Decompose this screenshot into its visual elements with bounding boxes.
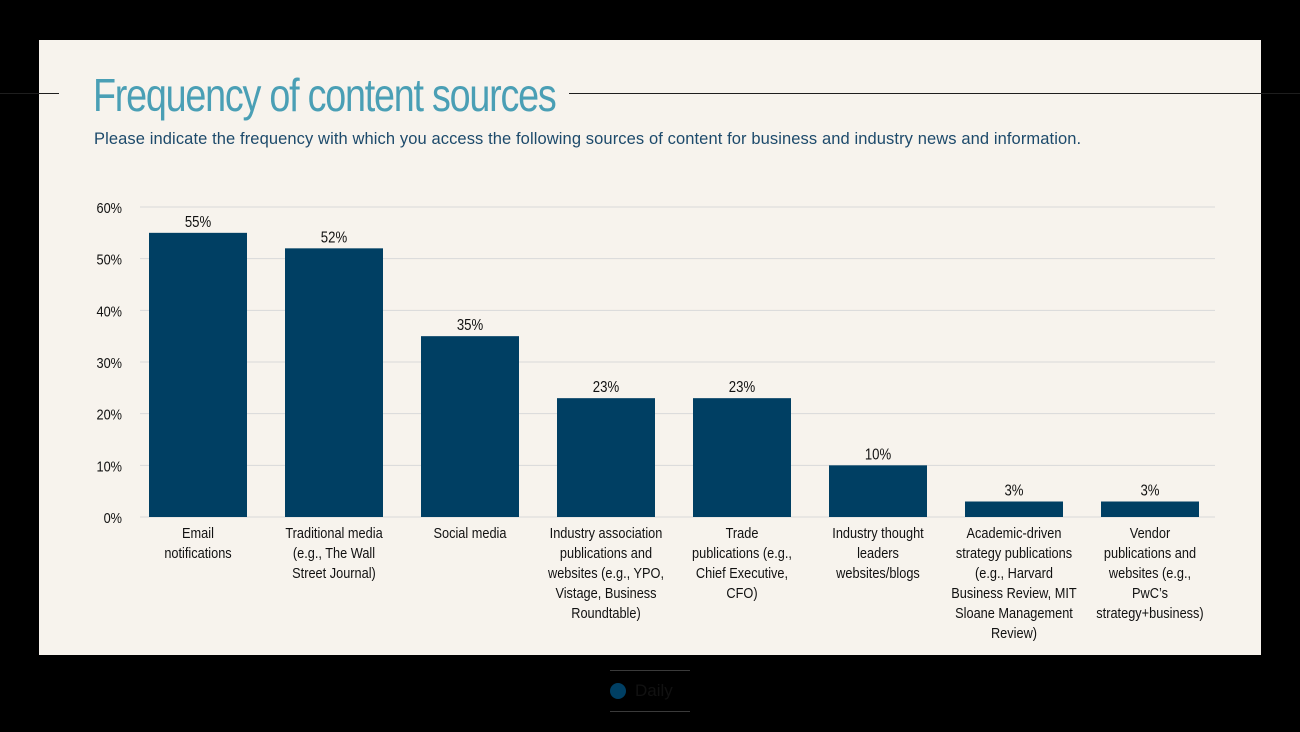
x-tick-label: Traditional media (e.g., The Wall Street J… xyxy=(270,524,398,584)
x-tick-label-line: (e.g., Harvard xyxy=(975,565,1053,582)
x-tick-label: Trade publications (e.g., Chief Executive,… xyxy=(678,524,806,604)
y-tick-label: 60% xyxy=(96,199,122,216)
x-tick-label-line: Social media xyxy=(433,525,507,542)
x-tick-label-line: Review) xyxy=(990,625,1038,642)
bar xyxy=(285,248,383,518)
x-tick-label-line: Roundtable) xyxy=(571,605,641,622)
chart-title: Frequency of content sources xyxy=(93,69,557,121)
x-tick-label-line: leaders xyxy=(857,545,899,562)
x-tick-label-line: Email xyxy=(182,525,214,542)
x-tick-label-line: publications and xyxy=(1103,545,1197,562)
bar xyxy=(421,336,519,517)
x-tick-label-line: strategy publications xyxy=(955,545,1073,562)
x-tick-label: Social media xyxy=(406,524,534,544)
bar xyxy=(1101,501,1199,517)
x-tick-label-line: strategy+business) xyxy=(1096,605,1204,622)
x-tick-label-line: publications and xyxy=(559,545,653,562)
x-tick-label-line: Academic-driven xyxy=(966,525,1062,542)
x-tick-label-line: Industry thought xyxy=(832,525,924,542)
bar xyxy=(557,398,655,517)
x-tick-label-line: notifications xyxy=(164,545,232,562)
bar-value-label: 23% xyxy=(593,379,620,396)
y-tick-label: 40% xyxy=(96,302,122,319)
x-tick-label-line: PwC’s xyxy=(1132,585,1168,602)
y-tick-label: 20% xyxy=(96,406,122,423)
x-tick-label-line: websites (e.g., xyxy=(1108,565,1192,582)
x-tick-label: Vendor publications and websites (e.g., PwC… xyxy=(1086,524,1214,624)
legend: Daily xyxy=(610,670,690,712)
bar-value-label: 55% xyxy=(185,214,212,231)
x-tick-label-line: Traditional media xyxy=(285,525,383,542)
title-rule-right xyxy=(569,93,1300,94)
title-rule-left xyxy=(0,93,59,94)
y-tick-label: 30% xyxy=(96,354,122,371)
bar xyxy=(693,398,791,517)
y-tick-label: 50% xyxy=(96,251,122,268)
legend-label: Daily xyxy=(635,681,673,700)
x-tick-label-line: Chief Executive, xyxy=(695,565,789,582)
x-tick-label-line: publications (e.g., xyxy=(692,545,792,562)
x-tick-label-line: Trade xyxy=(725,525,759,542)
x-tick-label: Email notifications xyxy=(134,524,262,564)
y-tick-label: 0% xyxy=(104,509,122,526)
x-tick-label-line: (e.g., The Wall xyxy=(292,545,376,562)
x-tick-label-line: CFO) xyxy=(726,585,758,602)
bar-value-label: 3% xyxy=(1004,483,1023,500)
x-tick-label-line: Vendor xyxy=(1129,525,1171,542)
bar-value-label: 35% xyxy=(457,317,484,334)
bar-value-label: 52% xyxy=(321,229,348,246)
y-tick-label: 10% xyxy=(96,457,122,474)
chart-subtitle: Please indicate the frequency with which… xyxy=(94,130,1082,148)
x-tick-label-line: Industry association xyxy=(549,525,663,542)
bar xyxy=(965,501,1063,517)
x-tick-label-line: Vistage, Business xyxy=(555,585,657,602)
x-tick-label-line: Street Journal) xyxy=(292,565,376,582)
bar-value-label: 3% xyxy=(1140,483,1159,500)
bar xyxy=(149,232,247,518)
x-tick-label: Academic-driven strategy publications (e.g… xyxy=(950,524,1078,644)
bar xyxy=(829,465,927,517)
legend-swatch xyxy=(610,683,626,699)
x-tick-label: Industry association publications and webs… xyxy=(542,524,670,624)
x-tick-label-line: Business Review, MIT xyxy=(951,585,1077,602)
x-tick-label: Industry thought leaders websites/blogs xyxy=(814,524,942,584)
bar-value-label: 23% xyxy=(729,379,756,396)
x-tick-label-line: Sloane Management xyxy=(955,605,1073,622)
bar-value-label: 10% xyxy=(865,446,892,463)
x-tick-label-line: websites/blogs xyxy=(836,565,920,582)
x-tick-label-line: websites (e.g., YPO, xyxy=(548,565,664,582)
